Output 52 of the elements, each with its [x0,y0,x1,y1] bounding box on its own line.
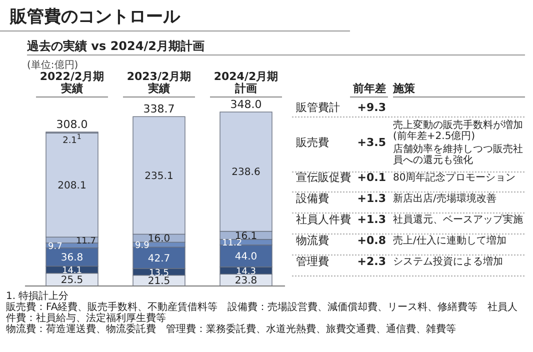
data-label: 2.1$^{1}$ [62,133,82,146]
data-label: 44.0 [234,251,258,262]
text: システム投資による増加 [393,256,503,268]
data-label: 208.1 [58,180,86,192]
data-label: 21.5 [148,276,170,288]
text: 施策 [392,82,416,95]
data-label: 9.9 [135,241,150,252]
text: 売上/仕入に連動して増加 [393,234,506,246]
text: 物流費：荷造運送費、物流委託費 管理費：業務委託費、水道光熱費、旅費交通費、通信費、雑費等 [6,324,457,335]
data-label: 11.7 [76,236,96,247]
text: 社員人件費 [296,213,351,226]
data-label: 23.8 [234,276,258,287]
total-label: 338.7 [143,102,175,116]
text: 80周年記念プロモーション [393,172,516,184]
data-label: 42.7 [148,253,170,264]
text: +3.5 [357,136,386,149]
text: +2.3 [357,255,386,268]
text: 販売費 [296,136,329,149]
text: 1. 特損計上分 [6,291,69,302]
text: 販管費計 [296,101,340,114]
data-label: 14.1 [62,266,82,276]
x-tick-label: 2023/2月期実績 [126,70,192,95]
text: +0.8 [357,234,386,247]
data-label: 25.5 [60,275,84,286]
data-label: 36.8 [60,252,84,264]
text: 店舗効率を維持しつつ販売社員への還元も強化 [393,144,524,166]
data-label: 11.2 [222,238,242,249]
text: 社員還元、ベースアップ実施 [393,214,523,226]
chart-title: 販管費のコントロール [9,7,181,27]
data-label: 14.3 [236,267,256,278]
data-label: 235.1 [144,170,174,182]
text: 設備費 [296,192,329,205]
text: 新店出店/売場環境改善 [393,192,496,204]
text: 販売費：FA経費、販売手数料、不動産賃借料等 設備費：売場設営費、減価償却費、リース料、修繕費等 社員人件費：社員給与、法定福利厚生費等 [6,302,519,324]
total-label: 348.0 [230,98,262,111]
text: 売上変動の販売手数料が増加 (前年差+2.5億円) [393,120,524,142]
text: +1.3 [357,192,386,205]
chart-subtitle: 過去の実績 vs 2024/2月期計画 [26,39,204,53]
text: 前年差 [352,82,386,95]
text: +1.3 [357,213,386,226]
data-label: 9.7 [48,242,62,252]
text: 管理費 [296,255,329,268]
data-label: 16.0 [148,234,170,245]
text: +9.3 [357,101,386,114]
total-label: 308.0 [56,118,88,131]
x-tick-label: 2024/2月期計画 [212,70,280,95]
data-label: 238.6 [232,167,260,178]
x-tick-label: 2022/2月期実績 [38,70,106,95]
text: +0.1 [357,171,386,184]
text: (単位:億円) [27,59,78,71]
text: 宣伝販促費 [296,171,351,184]
text: 物流費 [296,234,329,247]
